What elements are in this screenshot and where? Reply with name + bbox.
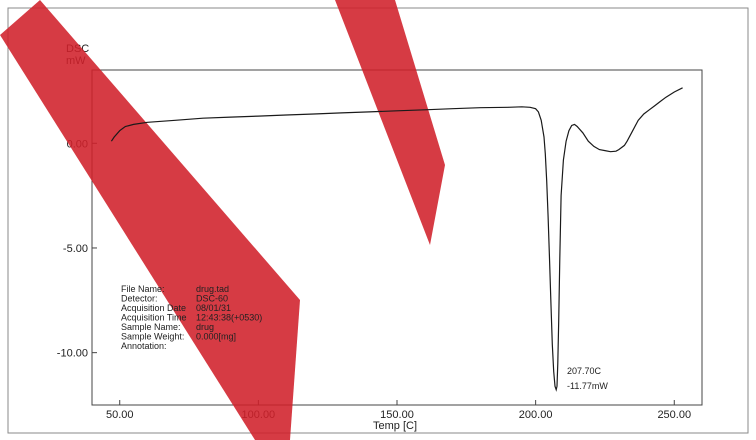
peak-temperature-label: 207.70C [567,366,602,376]
info-label: Acquisition Time [121,313,187,323]
watermark-stripe-left [0,0,300,440]
info-value: drug.tad [196,284,229,294]
peak-value-label: -11.77mW [567,381,608,391]
y-tick-label: -5.00 [63,243,88,255]
watermark [0,0,445,440]
info-value: drug [196,322,214,332]
x-tick-label: 150.00 [380,409,414,421]
x-tick-label: 50.00 [106,409,134,421]
dsc-curve-line [110,87,683,392]
info-value: 12:43:38(+0530) [196,313,262,323]
x-axis-label: Temp [C] [373,420,417,432]
x-tick-label: 250.00 [657,409,691,421]
info-label: File Name: [121,284,165,294]
watermark-stripe-right [335,0,445,245]
info-value: 08/01/31 [196,303,231,313]
info-label: Detector: [121,294,158,304]
x-tick-label: 200.00 [519,409,553,421]
info-label: Sample Name: [121,322,181,332]
info-label: Sample Weight: [121,332,184,342]
info-label: Annotation: [121,341,167,351]
info-value: 0.000[mg] [196,332,236,342]
info-value: DSC-60 [196,294,228,304]
y-tick-label: -10.00 [57,348,88,360]
info-label: Acquisition Date [121,303,186,313]
file-info-block: File Name: drug.tad Detector: DSC-60 Acquisi… [121,284,262,351]
